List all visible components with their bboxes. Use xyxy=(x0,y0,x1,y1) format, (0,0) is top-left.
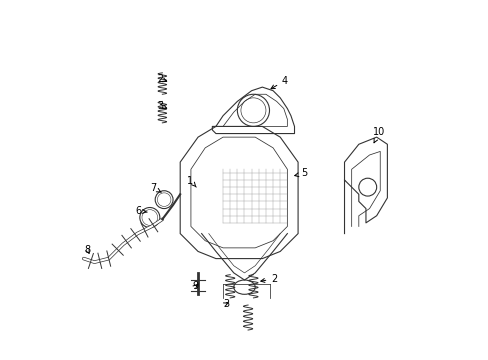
Text: 8: 8 xyxy=(84,245,90,255)
Text: 10: 10 xyxy=(372,127,385,143)
Text: 2: 2 xyxy=(260,274,277,284)
Text: 7: 7 xyxy=(149,183,161,193)
Text: 3: 3 xyxy=(157,100,166,111)
Text: 4: 4 xyxy=(270,76,287,89)
Text: 2: 2 xyxy=(157,74,166,84)
Text: 6: 6 xyxy=(135,206,147,216)
Text: 9: 9 xyxy=(192,281,199,291)
Text: 5: 5 xyxy=(294,168,307,179)
Text: 3: 3 xyxy=(223,299,229,309)
Text: 1: 1 xyxy=(187,176,196,187)
